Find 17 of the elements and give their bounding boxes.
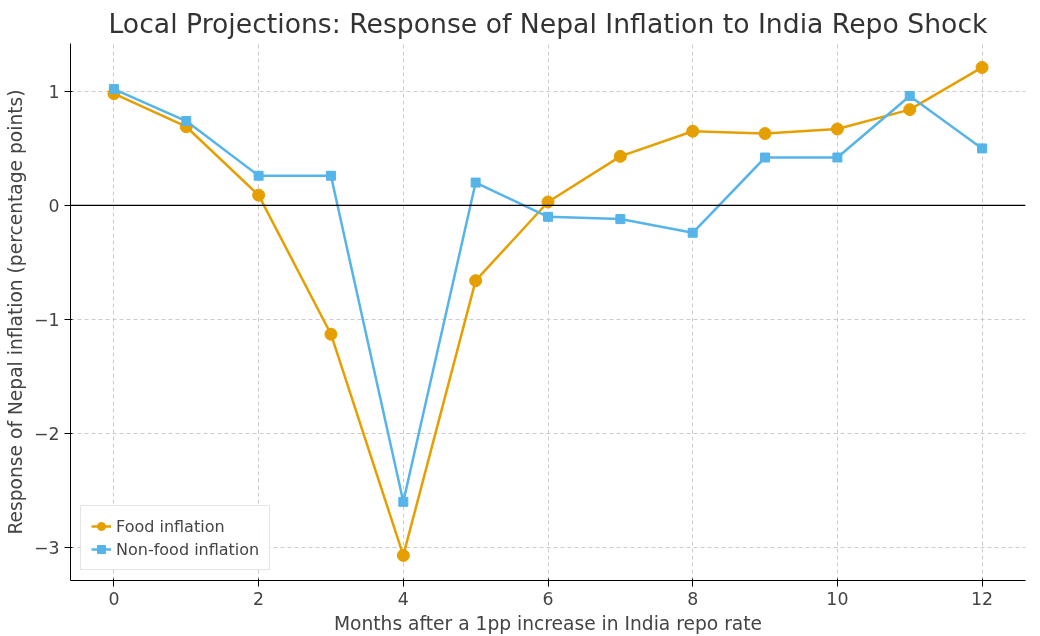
y-tick-label: −2 — [33, 423, 60, 444]
legend-label: Non-food inflation — [116, 539, 260, 559]
chart-title: Local Projections: Response of Nepal Inflation to India Repo Shock — [108, 7, 989, 39]
x-axis-title: Months after a 1pp increase in India repo rate — [333, 612, 763, 634]
x-tick-label: 2 — [253, 588, 265, 609]
x-tick-label: 10 — [826, 588, 849, 609]
x-tick-label: 6 — [542, 588, 554, 609]
y-tick-label: −1 — [33, 309, 60, 330]
x-tick-label: 8 — [687, 588, 699, 609]
legend-label: Food inflation — [116, 516, 225, 536]
y-axis-title: Response of Nepal inflation (percentage points) — [4, 89, 26, 535]
y-tick-label: −3 — [33, 537, 60, 558]
y-tick-label: 0 — [48, 195, 60, 216]
x-tick-label: 0 — [108, 588, 120, 609]
x-tick-label: 4 — [397, 588, 409, 609]
y-tick-label: 1 — [48, 81, 60, 102]
x-tick-label: 12 — [971, 588, 994, 609]
